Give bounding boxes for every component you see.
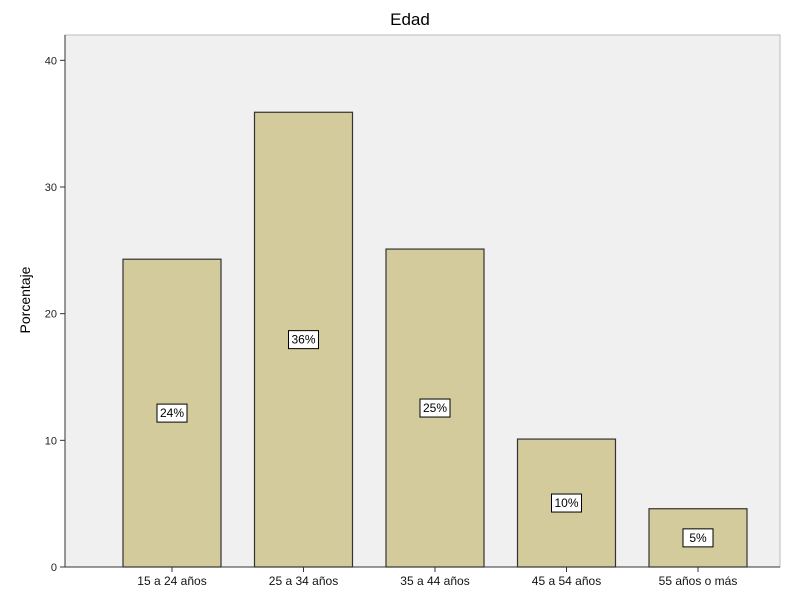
data-label: 24% <box>160 406 184 420</box>
data-label: 5% <box>689 531 707 545</box>
y-axis: 0 10 20 30 40 <box>45 35 66 574</box>
data-label-box <box>682 528 714 548</box>
chart-title: Edad <box>390 10 430 29</box>
y-axis-label: Porcentaje <box>17 266 33 333</box>
bars-group: 24% 36% 25% 10% 5% <box>122 111 748 568</box>
x-tick-label: 25 a 34 años <box>269 574 338 588</box>
y-tick-label: 0 <box>51 562 57 574</box>
x-axis: 15 a 24 años 25 a 34 años 35 a 44 años 45 a… <box>65 566 780 588</box>
x-tick-label: 45 a 54 años <box>532 574 601 588</box>
data-label: 36% <box>291 333 315 347</box>
data-label-box <box>551 493 582 513</box>
x-tick-label: 55 años o más <box>659 574 738 588</box>
data-label-box <box>288 330 319 350</box>
y-tick-label: 20 <box>45 309 57 321</box>
x-tick-label: 35 a 44 años <box>400 574 469 588</box>
data-label-box <box>156 403 188 423</box>
y-tick-label: 30 <box>45 182 57 194</box>
data-label: 10% <box>554 496 578 510</box>
data-label-box <box>419 398 451 418</box>
y-tick-label: 10 <box>45 435 57 447</box>
x-tick-label: 15 a 24 años <box>137 574 206 588</box>
y-tick-label: 40 <box>45 55 57 67</box>
data-label: 25% <box>423 401 447 415</box>
